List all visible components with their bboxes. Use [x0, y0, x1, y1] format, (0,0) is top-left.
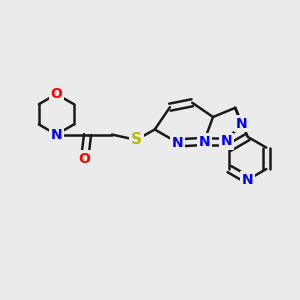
- Text: N: N: [220, 134, 232, 148]
- Text: N: N: [198, 135, 210, 149]
- Text: N: N: [172, 136, 184, 150]
- Text: N: N: [242, 173, 254, 187]
- Text: N: N: [51, 128, 62, 142]
- Text: N: N: [236, 116, 247, 130]
- Text: S: S: [131, 132, 142, 147]
- Text: O: O: [79, 152, 91, 166]
- Text: O: O: [50, 87, 62, 101]
